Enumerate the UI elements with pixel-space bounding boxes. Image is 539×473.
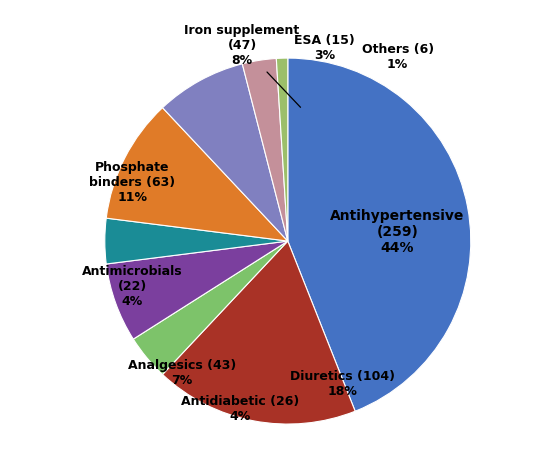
Wedge shape <box>163 241 355 424</box>
Wedge shape <box>163 64 288 241</box>
Wedge shape <box>105 218 288 264</box>
Text: Analgesics (43)
7%: Analgesics (43) 7% <box>128 359 236 387</box>
Text: Antidiabetic (26)
4%: Antidiabetic (26) 4% <box>181 395 299 423</box>
Wedge shape <box>106 108 288 241</box>
Text: Antimicrobials
(22)
4%: Antimicrobials (22) 4% <box>82 265 183 308</box>
Wedge shape <box>106 241 288 339</box>
Text: Phosphate
binders (63)
11%: Phosphate binders (63) 11% <box>89 161 175 204</box>
Text: ESA (15)
3%: ESA (15) 3% <box>294 34 355 62</box>
Text: Antihypertensive
(259)
44%: Antihypertensive (259) 44% <box>330 209 465 255</box>
Wedge shape <box>243 59 288 241</box>
Wedge shape <box>277 58 288 241</box>
Text: Others (6)
1%: Others (6) 1% <box>362 43 434 71</box>
Text: Iron supplement
(47)
8%: Iron supplement (47) 8% <box>184 24 301 107</box>
Text: Diuretics (104)
18%: Diuretics (104) 18% <box>290 370 395 398</box>
Wedge shape <box>133 241 288 375</box>
Wedge shape <box>288 58 471 411</box>
